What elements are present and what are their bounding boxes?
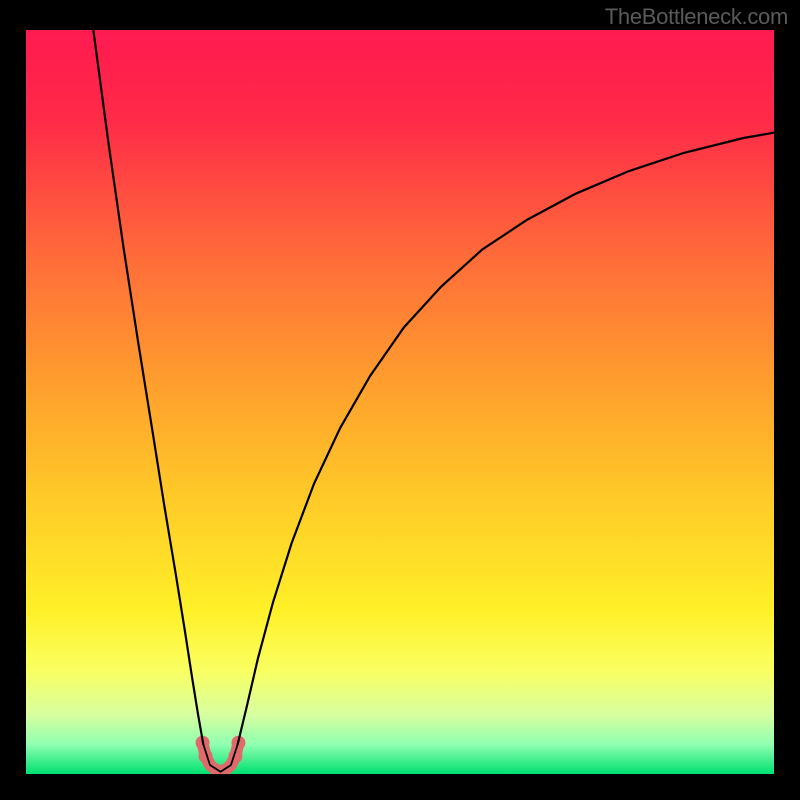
chart-background [26,30,774,774]
bottleneck-chart [0,0,800,800]
watermark-text: TheBottleneck.com [605,4,788,30]
